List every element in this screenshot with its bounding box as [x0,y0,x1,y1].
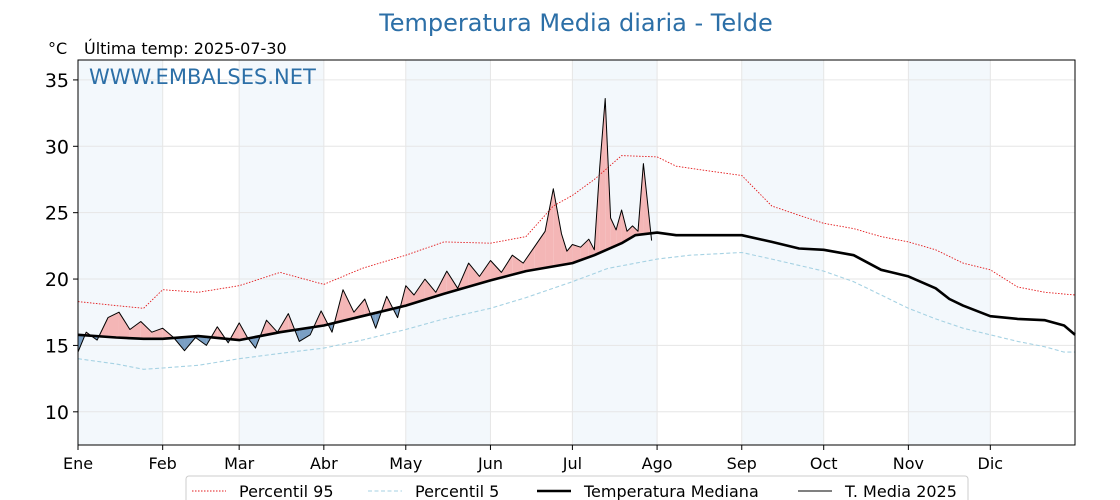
fill-above-median [108,312,119,338]
x-tick-label: Nov [893,454,924,473]
series-line-percentil-5 [77,251,1075,370]
legend-label: T. Media 2025 [844,482,957,500]
fill-above-median [512,255,524,275]
fill-above-median [140,321,152,339]
y-tick-label: 25 [45,203,69,225]
x-tick-label: May [389,454,422,473]
x-axis: Ene Feb Mar Abr May Jun Jul Ago Sep Oct Nov Dic [63,445,1003,473]
fill-above-median [501,255,513,278]
fill-above-median [561,233,567,265]
fill-above-median [446,271,458,293]
fill-above-median [523,247,535,272]
fill-above-median [424,279,436,300]
month-band [741,60,824,445]
series-lines [77,98,1076,370]
series-line-percentil-95 [77,155,1076,309]
fill-above-median [566,244,573,265]
fill-above-median [151,328,163,339]
y-axis: 10 15 20 25 30 35 [45,70,78,424]
fill-above-median [616,210,622,246]
month-bands [78,60,991,445]
series-line-temperatura-mediana [77,231,1076,342]
fill-above-median [553,188,562,267]
x-tick-label: Feb [149,454,177,473]
chart-subtitle: Última temp: 2025-07-30 [84,39,287,58]
fill-above-median [468,263,480,287]
fill-above-median [588,239,595,258]
fill-above-median [405,285,414,306]
month-band [239,60,324,445]
x-tick-label: Abr [310,454,338,473]
month-band [405,60,491,445]
x-tick-label: Sep [727,454,757,473]
fill-above-median [490,260,502,281]
watermark: WWW.EMBALSES.NET [89,65,316,89]
x-tick-label: Oct [810,454,838,473]
fill-above-median [599,98,606,253]
y-tick-label: 20 [45,269,69,291]
y-tick-label: 15 [45,335,69,357]
fill-above-median [479,260,491,284]
legend-label: Percentil 95 [239,482,334,500]
y-tick-label: 35 [45,70,69,92]
x-tick-label: Dic [978,454,1004,473]
unit-label: °C [48,39,67,58]
month-band [908,60,991,445]
legend: Percentil 95 Percentil 5 Temperatura Media… [185,475,969,500]
anomaly-fills [78,98,652,353]
fill-above-median [342,289,354,321]
fill-above-median [621,210,628,244]
month-band [78,60,163,445]
fill-above-median [129,321,141,339]
legend-box [185,475,969,500]
y-tick-label: 30 [45,136,69,158]
chart-title: Temperatura Media diaria - Telde [378,9,773,37]
fill-above-median [610,217,617,248]
fill-below-median [299,327,311,342]
fill-above-median [545,188,554,268]
legend-label: Percentil 5 [415,482,499,500]
fill-above-median [353,298,365,319]
series-line-t-media-2025 [77,98,653,353]
x-tick-label: Mar [224,454,255,473]
fill-above-median [572,244,581,264]
y-tick-label: 10 [45,402,69,424]
legend-label: Temperatura Mediana [583,482,759,500]
x-tick-label: Jun [477,454,503,473]
plot-frame [77,59,1076,446]
fill-above-median [580,239,589,261]
fill-above-median [118,312,130,339]
x-tick-label: Jul [562,454,582,473]
x-tick-label: Ago [642,454,673,473]
fill-above-median [413,279,425,304]
x-tick-label: Ene [63,454,93,473]
fill-above-median [534,231,546,270]
